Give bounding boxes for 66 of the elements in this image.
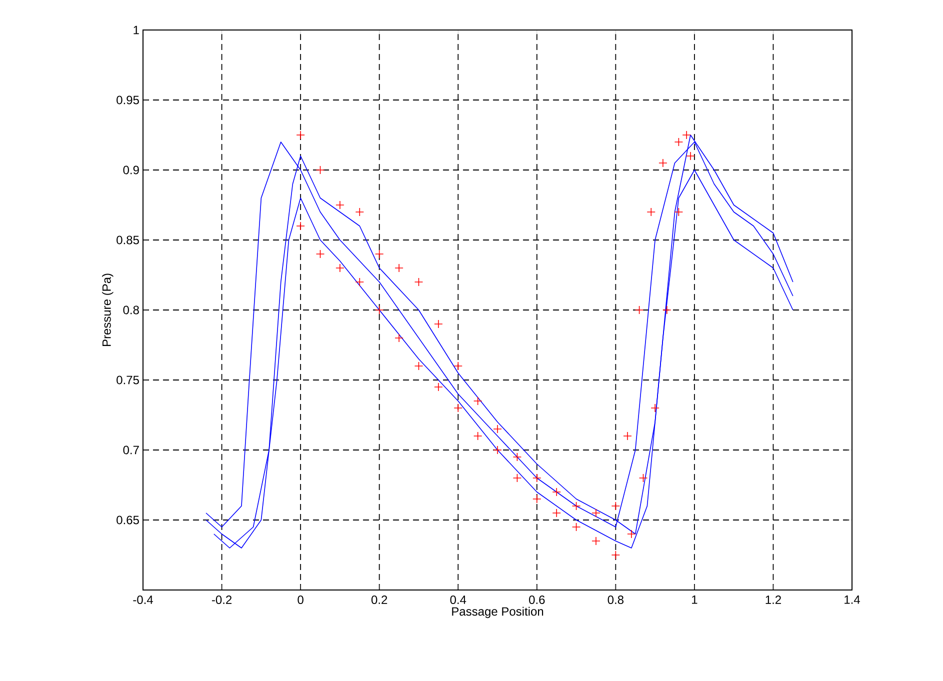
point bbox=[414, 362, 424, 370]
y-tick-label: 0.75 bbox=[116, 376, 139, 384]
point bbox=[316, 166, 325, 174]
y-tick-label: 0.8 bbox=[123, 306, 139, 314]
x-tick-label: 0.4 bbox=[450, 596, 466, 604]
x-tick-label: 0.6 bbox=[529, 596, 545, 604]
point bbox=[532, 494, 542, 504]
x-tick-label: 1.2 bbox=[766, 596, 781, 604]
point bbox=[552, 488, 561, 496]
point bbox=[686, 152, 695, 160]
point bbox=[662, 306, 672, 314]
point bbox=[493, 446, 502, 454]
point bbox=[316, 250, 325, 258]
point bbox=[394, 264, 404, 272]
point bbox=[623, 432, 632, 440]
y-axis-title: Pressure (Pa) bbox=[102, 274, 114, 346]
point bbox=[414, 278, 424, 286]
x-tick-label: 0.8 bbox=[608, 596, 624, 604]
y-tick-label: 0.65 bbox=[116, 516, 139, 524]
point bbox=[296, 130, 305, 140]
x-tick-label: 0.2 bbox=[371, 596, 388, 604]
point bbox=[572, 502, 581, 510]
point bbox=[611, 502, 620, 510]
point bbox=[493, 424, 502, 434]
point bbox=[454, 404, 463, 412]
point bbox=[512, 474, 522, 482]
point bbox=[638, 474, 648, 482]
point bbox=[611, 550, 620, 560]
y-tick-label: 0.7 bbox=[123, 446, 139, 454]
x-tick-label: -0.4 bbox=[133, 596, 153, 604]
point bbox=[674, 138, 684, 146]
point bbox=[634, 306, 644, 314]
point bbox=[674, 208, 684, 216]
point bbox=[473, 432, 482, 440]
point bbox=[552, 508, 561, 518]
point bbox=[336, 200, 344, 210]
point bbox=[454, 362, 463, 370]
point bbox=[355, 278, 364, 286]
point bbox=[296, 222, 305, 230]
point bbox=[532, 474, 542, 482]
y-tick-label: 0.95 bbox=[116, 96, 139, 104]
point bbox=[473, 396, 482, 406]
point bbox=[336, 264, 344, 272]
point bbox=[650, 404, 660, 412]
point bbox=[682, 130, 691, 140]
point bbox=[394, 334, 404, 342]
point bbox=[512, 452, 522, 462]
x-tick-label: -0.2 bbox=[212, 596, 232, 604]
x-tick-label: 1 bbox=[692, 596, 698, 604]
point bbox=[627, 530, 636, 538]
point bbox=[374, 250, 384, 258]
y-tick-label: 0.9 bbox=[123, 166, 139, 174]
x-tick-label: 0 bbox=[298, 596, 304, 604]
x-axis-title: Passage Position bbox=[452, 606, 544, 618]
x-tick-label: 1.4 bbox=[844, 596, 860, 604]
point bbox=[434, 382, 443, 392]
point bbox=[646, 208, 656, 216]
point bbox=[658, 158, 668, 168]
y-tick-label: 0.85 bbox=[116, 236, 139, 244]
point bbox=[592, 508, 600, 518]
y-tick-label: 1 bbox=[134, 26, 139, 34]
point bbox=[374, 306, 384, 314]
point bbox=[592, 536, 600, 546]
point bbox=[355, 208, 364, 216]
point bbox=[572, 522, 581, 532]
point bbox=[434, 320, 443, 328]
